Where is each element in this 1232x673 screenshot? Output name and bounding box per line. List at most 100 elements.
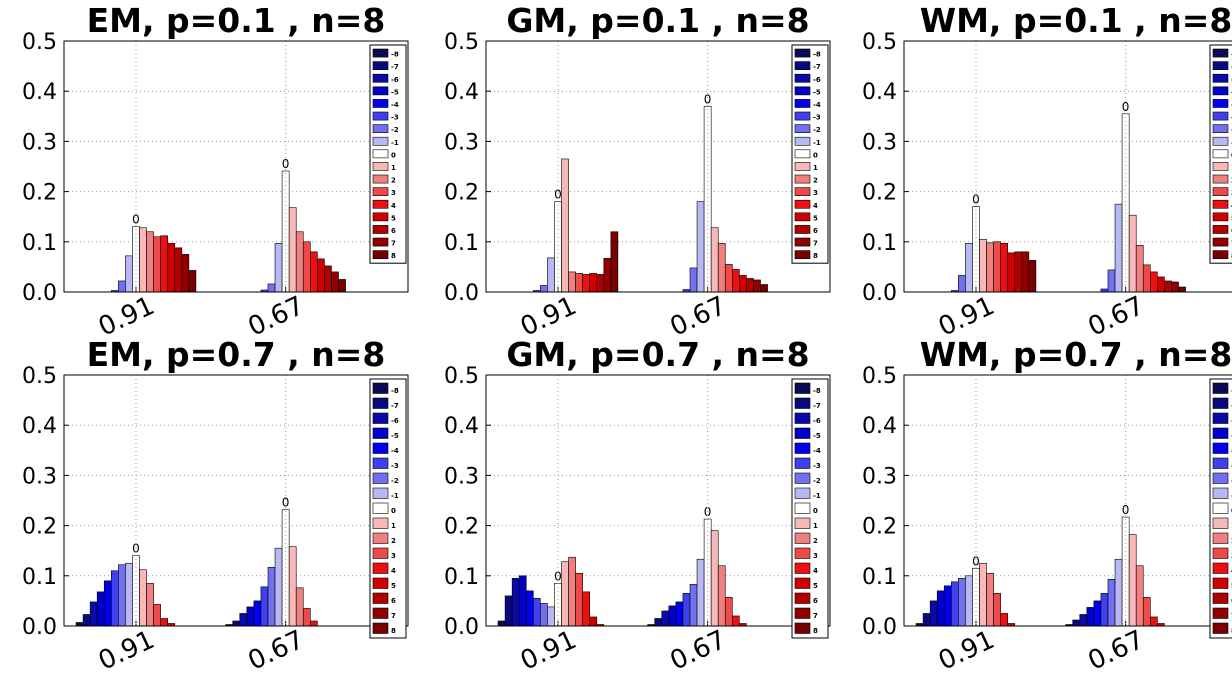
bar-0.67-bin-4 <box>1150 271 1158 293</box>
legend-label-0: 0 <box>391 151 396 159</box>
bar-0.91-bin-8 <box>1028 260 1037 293</box>
bar-0.67-bin-3 <box>1142 264 1151 293</box>
bar-0.91-bin--8 <box>497 620 506 627</box>
bar-0.91-bin--6 <box>511 578 520 627</box>
legend-swatch-1 <box>794 517 811 529</box>
legend-swatch-2 <box>1212 532 1229 544</box>
y-tick-label: 0.4 <box>862 414 897 439</box>
legend-swatch--1 <box>372 136 389 146</box>
legend-label-5: 5 <box>391 582 396 590</box>
bar-0.67-bin-1 <box>288 546 297 627</box>
y-tick-label: 0.0 <box>444 281 479 306</box>
chart-panel-6: WM, p=0.7 , n=8 0.0 0.1 0.2 0.3 0.4 0.5 0 0.91 0 0… <box>862 335 1232 673</box>
legend-swatch-4 <box>794 562 811 574</box>
bar-0.91-bin-0 <box>132 226 140 293</box>
bar-0.91-bin-1 <box>561 561 569 627</box>
bar-0.91-bin--6 <box>929 600 938 627</box>
legend-swatch-1 <box>1212 517 1229 529</box>
legend-label--4: -4 <box>813 101 821 109</box>
zero-bin-label: 0 <box>132 213 140 227</box>
legend-swatch--2 <box>794 124 811 133</box>
y-tick-label: 0.1 <box>444 231 479 256</box>
bar-0.67-bin--1 <box>696 558 705 627</box>
legend-label--7: -7 <box>813 63 821 71</box>
bar-0.91-bin-3 <box>575 273 583 293</box>
legend-swatch-8 <box>1212 250 1229 260</box>
bar-0.91-bin--4 <box>943 585 952 627</box>
bar-0.67-bin-2 <box>717 565 726 627</box>
legend-label--3: -3 <box>391 114 399 122</box>
y-tick-label: 0.2 <box>444 515 479 540</box>
bar-0.67-bin-8 <box>760 284 768 293</box>
bar-0.91-bin-6 <box>596 274 605 293</box>
legend-swatch--1 <box>1212 487 1229 499</box>
legend-swatch-8 <box>794 250 811 260</box>
legend-label-1: 1 <box>813 522 818 530</box>
legend-label--6: -6 <box>813 76 821 84</box>
bar-0.67-bin-6 <box>324 265 332 293</box>
bar-0.67-bin-8 <box>338 279 346 293</box>
chart-panel-3: WM, p=0.1 , n=80.00.10.20.30.40.500.9100… <box>862 1 1232 343</box>
bar-0.91-bin-3 <box>575 572 583 627</box>
bar-0.67-bin-4 <box>732 615 740 627</box>
legend-swatch-0 <box>372 502 389 514</box>
bar-0.91-bin-5 <box>589 616 598 627</box>
legend-swatch-6 <box>794 592 811 604</box>
legend-swatch--8 <box>1212 382 1229 394</box>
bar-0.67-bin--1 <box>1114 558 1123 627</box>
legend-label--8: -8 <box>813 387 821 395</box>
legend-swatch-3 <box>1212 547 1229 559</box>
legend-swatch--4 <box>1212 442 1229 454</box>
chart-title: GM, p=0.7 , n=8 <box>506 335 809 374</box>
chart-panel-1: EM, p=0.1 , n=80.00.10.20.30.40.500.9100… <box>22 1 409 343</box>
legend-swatch-8 <box>794 622 811 634</box>
bar-0.67-bin-2 <box>1135 565 1144 627</box>
legend-label--2: -2 <box>813 477 821 485</box>
y-tick-label: 0.0 <box>862 615 897 640</box>
bar-0.91-bin-1 <box>139 569 147 627</box>
legend-swatch--7 <box>794 61 811 70</box>
bar-0.91-bin-4 <box>160 618 169 627</box>
y-tick-label: 0.2 <box>22 181 57 206</box>
legend-swatch--1 <box>372 487 389 499</box>
legend-swatch-4 <box>1212 199 1229 209</box>
chart-title: EM, p=0.1 , n=8 <box>87 1 386 40</box>
bar-0.91-bin--3 <box>111 570 119 627</box>
x-tick-label: 0.67 <box>666 625 731 673</box>
y-tick-label: 0.3 <box>862 130 897 155</box>
legend-label--3: -3 <box>391 462 399 470</box>
legend-label-6: 6 <box>391 227 396 235</box>
bar-0.67-bin--4 <box>253 600 262 627</box>
legend-swatch-2 <box>372 532 389 544</box>
legend-label-0: 0 <box>391 507 396 515</box>
bar-0.67-bin-5 <box>1157 276 1165 293</box>
y-tick-label: 0.0 <box>444 615 479 640</box>
bar-0.67-bin--4 <box>675 601 684 627</box>
bar-0.91-bin-7 <box>1021 251 1030 293</box>
bar-0.67-bin-1 <box>288 207 297 293</box>
legend-label--3: -3 <box>813 114 821 122</box>
zero-bin-label: 0 <box>282 157 290 171</box>
legend-label-1: 1 <box>391 522 396 530</box>
y-tick-label: 0.1 <box>862 565 897 590</box>
zero-bin-label: 0 <box>972 554 980 568</box>
legend-label-4: 4 <box>813 202 818 210</box>
legend-swatch--8 <box>794 382 811 394</box>
bar-0.91-bin-2 <box>146 231 154 293</box>
legend-swatch-1 <box>1212 162 1229 171</box>
legend-label-8: 8 <box>391 627 396 635</box>
legend-swatch-3 <box>372 187 389 197</box>
legend-label-4: 4 <box>391 202 396 210</box>
x-tick-label: 0.67 <box>244 625 309 673</box>
bar-0.67-bin-6 <box>746 278 754 293</box>
legend-label--8: -8 <box>391 387 399 395</box>
legend-swatch-8 <box>372 622 389 634</box>
y-tick-label: 0.3 <box>22 130 57 155</box>
legend-swatch--6 <box>1212 73 1229 83</box>
legend-label--5: -5 <box>813 432 821 440</box>
axes-frame <box>903 374 1232 627</box>
zero-bin-label: 0 <box>704 92 712 106</box>
legend-swatch-7 <box>372 607 389 619</box>
legend-swatch--1 <box>794 136 811 146</box>
axes-frame <box>63 374 409 627</box>
